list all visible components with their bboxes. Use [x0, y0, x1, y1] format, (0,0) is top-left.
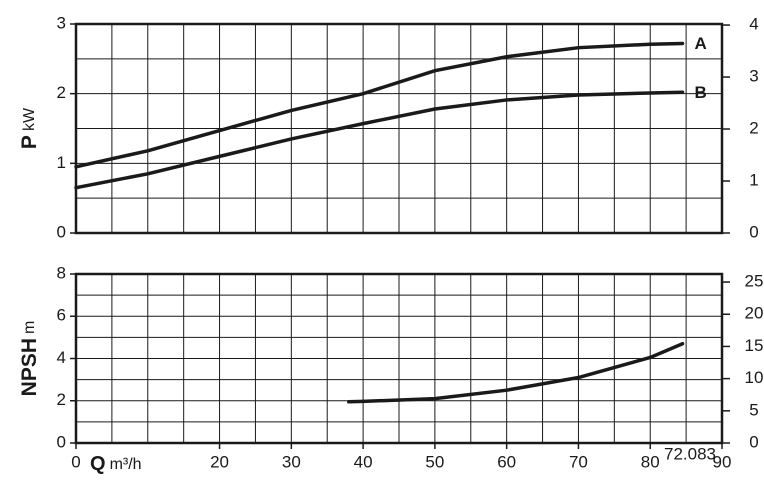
y-tick-label: 2: [57, 83, 66, 102]
curve-label: B: [695, 83, 707, 102]
y-tick-label: 0: [57, 432, 66, 451]
curve: [74, 41, 685, 169]
y-axis-label-unit: kW: [21, 107, 38, 131]
y2-tick-label: 1: [749, 170, 758, 189]
curve: [74, 90, 685, 190]
y-tick-label: 3: [57, 13, 66, 32]
x-tick-label: 70: [569, 452, 588, 471]
x-axis-label-name: Q: [90, 453, 106, 475]
x-tick-label: 30: [282, 452, 301, 471]
x-tick-label: 60: [497, 452, 516, 471]
y-tick-label: 2: [57, 390, 66, 409]
y-tick-label: 6: [57, 306, 66, 325]
y-axis-label: NPSH m: [18, 321, 41, 397]
x-tick-label: 80: [641, 452, 660, 471]
y2-tick-label: 2: [749, 119, 758, 138]
y2-tick-label: 15: [745, 336, 764, 355]
curve-label: A: [695, 34, 707, 53]
y-axis-label-name: P: [18, 135, 41, 149]
y-tick-label: 8: [57, 263, 66, 282]
y2-tick-label: 25: [745, 272, 764, 291]
y2-tick-label: 5: [749, 400, 758, 419]
y2-tick-label: 0: [749, 432, 758, 451]
y2-tick-label: 3: [749, 67, 758, 86]
annotation: 72.083: [664, 444, 716, 463]
y2-tick-label: 10: [745, 368, 764, 387]
y-axis-label: PkW: [18, 107, 41, 149]
x-tick-label: 90: [713, 452, 732, 471]
y2-tick-label: 4: [749, 15, 758, 34]
y-tick-label: 0: [57, 222, 66, 241]
curve: [347, 341, 685, 404]
y-tick-label: 4: [57, 348, 66, 367]
y-tick-label: 1: [57, 153, 66, 172]
y2-tick-label: 0: [749, 222, 758, 241]
y-axis-label-unit: m: [21, 321, 38, 334]
x-axis-label-unit: m³/h: [110, 456, 142, 473]
x-tick-label: 20: [210, 452, 229, 471]
x-tick-label: 0: [71, 452, 80, 471]
y2-tick-label: 20: [745, 304, 764, 323]
x-tick-label: 50: [425, 452, 444, 471]
x-tick-label: 40: [354, 452, 373, 471]
y-axis-label-name: NPSH: [18, 338, 41, 396]
